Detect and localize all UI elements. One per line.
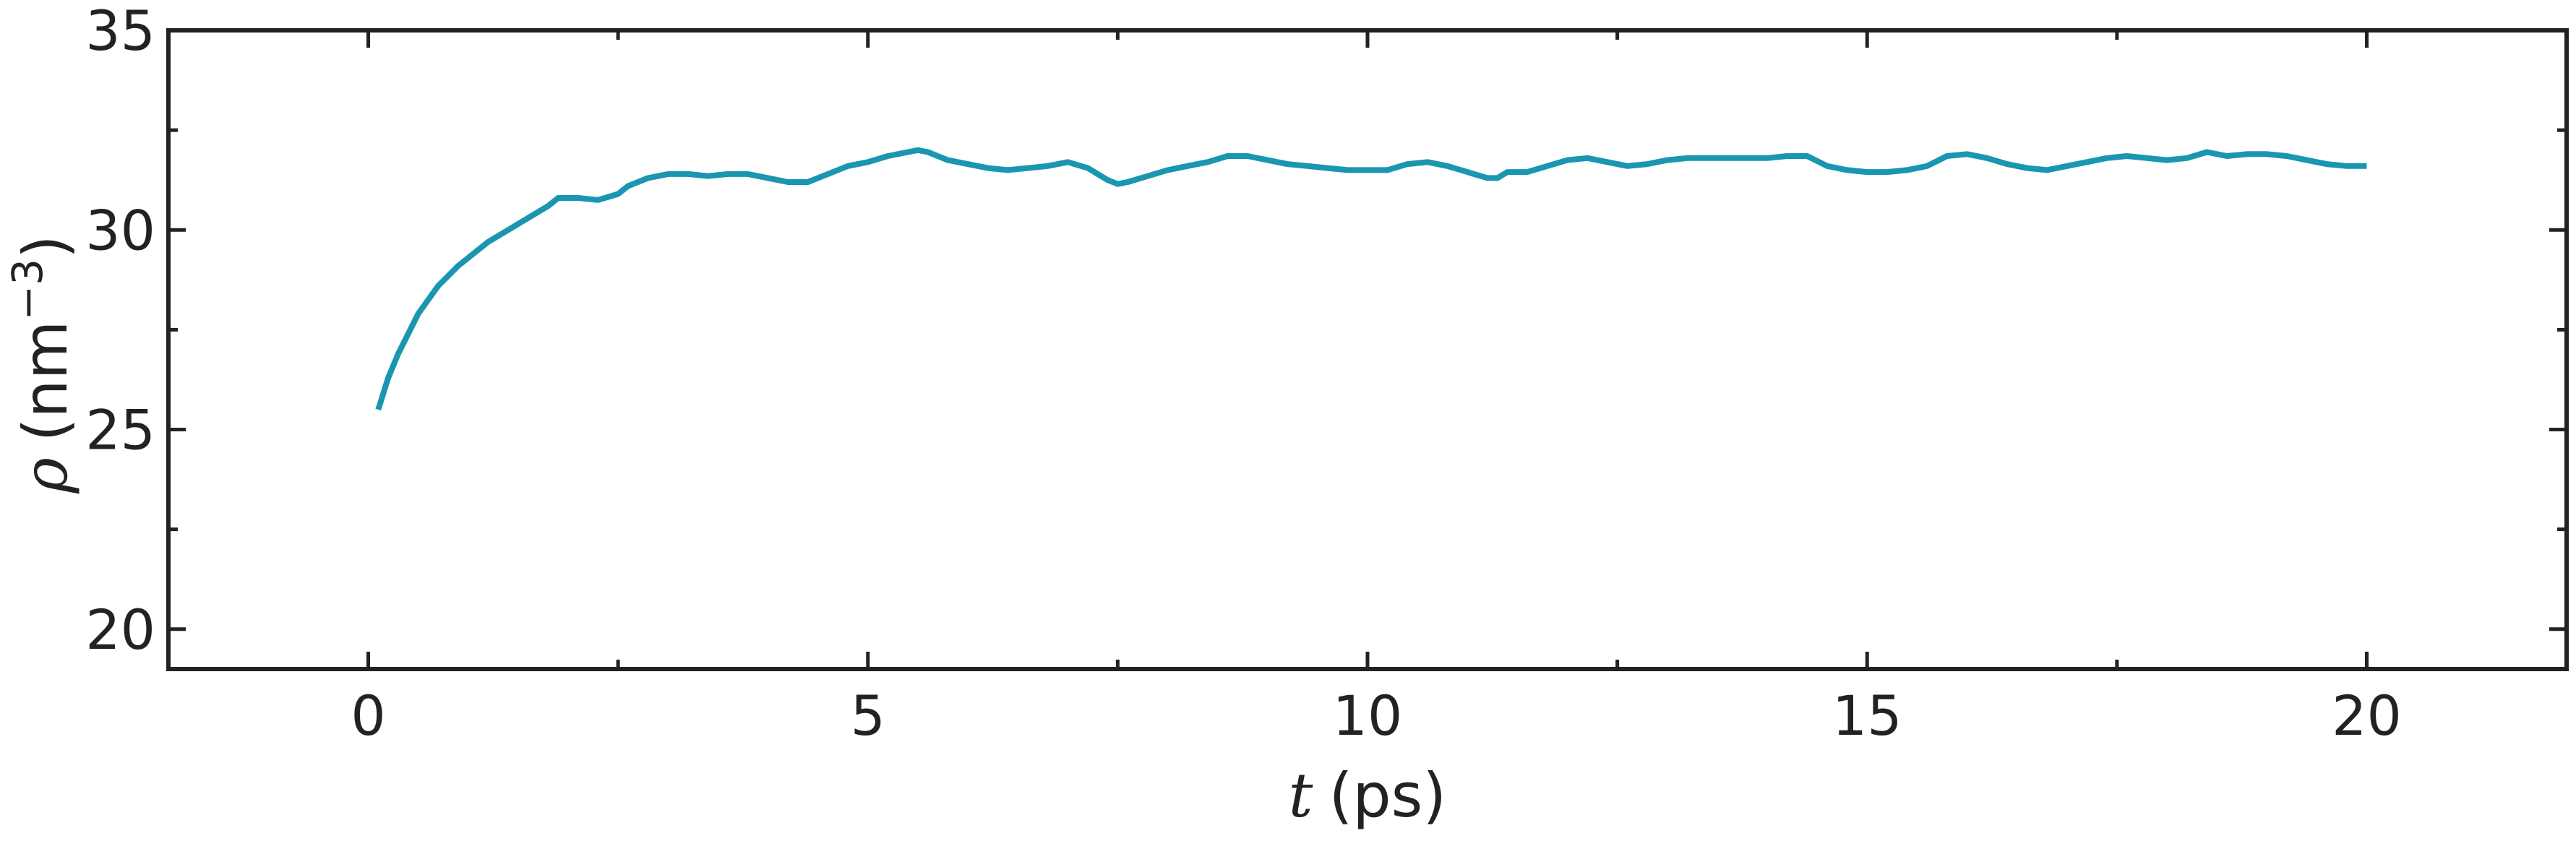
y-axis-variable: ρ	[10, 457, 81, 493]
x-tick-label: 15	[1832, 683, 1902, 748]
y-tick-label: 20	[85, 598, 155, 662]
plot-frame	[166, 28, 2569, 671]
y-axis-label: ρ (nm−3)	[3, 235, 81, 494]
y-tick-labels: 20 25 30 35	[85, 0, 155, 662]
y-axis-unit: (nm	[10, 321, 81, 442]
y-tick-label: 30	[85, 198, 155, 262]
tick-marks	[168, 28, 2567, 669]
x-axis-variable: t	[1289, 760, 1313, 831]
x-tick-label: 20	[2332, 683, 2402, 748]
x-tick-label: 0	[351, 683, 385, 748]
x-axis-label: t (ps)	[1289, 760, 1446, 831]
x-tick-label: 10	[1333, 683, 1403, 748]
x-axis-unit: (ps)	[1329, 760, 1447, 831]
y-tick-label: 35	[85, 0, 155, 63]
density-series-line	[375, 147, 2367, 411]
y-tick-label: 25	[85, 398, 155, 462]
x-tick-label: 5	[851, 683, 885, 748]
x-tick-labels: 0 5 10 15 20	[351, 683, 2402, 748]
y-axis-unit-close: )	[10, 235, 81, 259]
y-axis-unit-exponent: −3	[3, 259, 52, 321]
